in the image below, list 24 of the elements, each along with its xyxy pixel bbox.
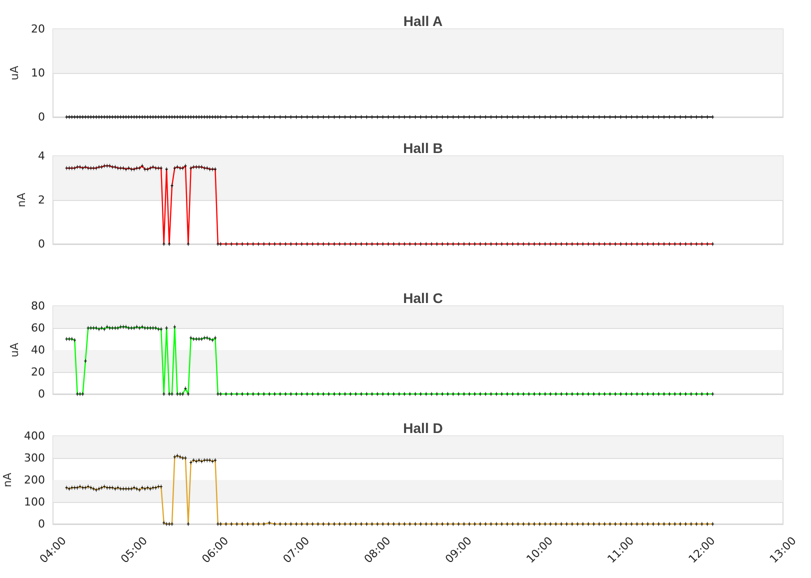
- y-axis-title: nA: [15, 192, 28, 208]
- y-tick-label: 60: [31, 322, 45, 334]
- y-tick-label: 0: [38, 238, 45, 250]
- y-tick-label: 0: [38, 518, 45, 530]
- y-tick-label: 20: [31, 22, 45, 36]
- y-tick-label: 10: [31, 66, 45, 80]
- y-tick-label: 0: [38, 110, 45, 124]
- y-axis-title: uA: [8, 65, 22, 80]
- y-tick-label: 4: [38, 150, 45, 162]
- y-tick-label: 80: [31, 300, 45, 312]
- y-axis-title: uA: [8, 342, 22, 358]
- y-tick-label: 300: [24, 452, 45, 464]
- y-tick-label: 0: [38, 388, 45, 400]
- chart-title: Hall A: [403, 13, 443, 29]
- chart-title: Hall B: [403, 140, 443, 156]
- chart-title: Hall D: [403, 420, 443, 436]
- y-tick-label: 2: [38, 194, 45, 206]
- y-tick-label: 400: [24, 430, 45, 442]
- y-tick-label: 40: [31, 344, 45, 356]
- y-axis-title: nA: [1, 472, 14, 488]
- chart-title: Hall C: [403, 290, 443, 306]
- y-tick-label: 20: [31, 366, 45, 378]
- y-tick-label: 200: [24, 474, 45, 486]
- y-tick-label: 100: [24, 496, 45, 508]
